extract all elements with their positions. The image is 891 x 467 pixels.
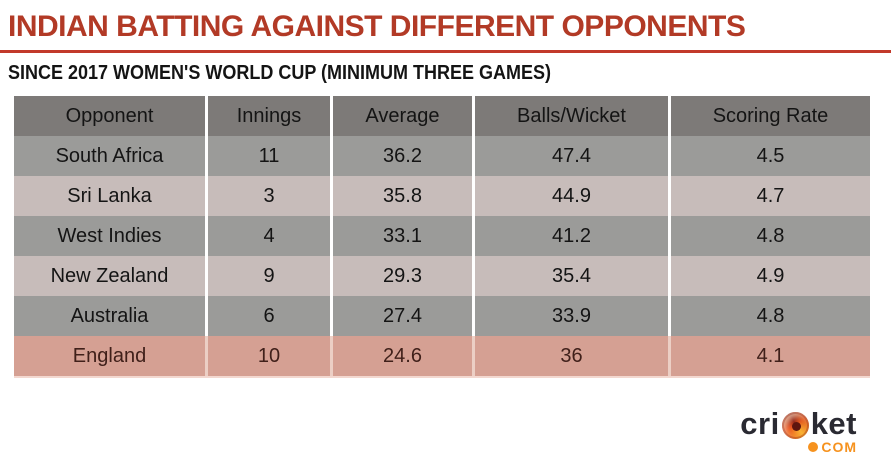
table-row-australia: Australia 6 27.4 33.9 4.8 bbox=[14, 296, 870, 336]
cell-innings: 6 bbox=[205, 296, 330, 336]
table-row-sri-lanka: Sri Lanka 3 35.8 44.9 4.7 bbox=[14, 176, 870, 216]
cell-average: 29.3 bbox=[330, 256, 472, 296]
cell-average: 33.1 bbox=[330, 216, 472, 256]
column-header-opponent: Opponent bbox=[65, 104, 154, 127]
cell-opponent: Sri Lanka bbox=[67, 184, 152, 207]
logo-domain: COM bbox=[740, 439, 857, 455]
cell-scoring-rate: 4.9 bbox=[668, 256, 870, 296]
cell-innings: 11 bbox=[205, 136, 330, 176]
cell-balls-wicket: 36 bbox=[472, 336, 668, 376]
cell-innings: 4 bbox=[205, 216, 330, 256]
cell-opponent: New Zealand bbox=[50, 264, 169, 287]
cell-scoring-rate: 4.8 bbox=[668, 296, 870, 336]
table-header-row: Opponent Innings Average Balls/Wicket Sc… bbox=[14, 96, 870, 136]
cell-scoring-rate: 4.7 bbox=[668, 176, 870, 216]
title-divider bbox=[0, 50, 891, 53]
orange-dot-icon bbox=[808, 442, 819, 452]
column-header-balls-wicket: Balls/Wicket bbox=[472, 96, 668, 136]
table-row-england-highlighted: England 10 24.6 36 4.1 bbox=[14, 336, 870, 376]
page-subtitle: SINCE 2017 WOMEN'S WORLD CUP (MINIMUM TH… bbox=[8, 62, 551, 84]
column-header-average: Average bbox=[330, 96, 472, 136]
cell-scoring-rate: 4.8 bbox=[668, 216, 870, 256]
logo-text-prefix: cri bbox=[740, 406, 780, 441]
page-title: INDIAN BATTING AGAINST DIFFERENT OPPONEN… bbox=[8, 10, 746, 43]
logo-tld: COM bbox=[821, 439, 857, 455]
column-header-innings: Innings bbox=[205, 96, 330, 136]
cell-opponent: South Africa bbox=[55, 144, 164, 167]
cell-scoring-rate: 4.1 bbox=[668, 336, 870, 376]
cell-scoring-rate: 4.5 bbox=[668, 136, 870, 176]
logo-wordmark: cri ket bbox=[740, 408, 857, 440]
cell-innings: 9 bbox=[205, 256, 330, 296]
cell-balls-wicket: 41.2 bbox=[472, 216, 668, 256]
cell-balls-wicket: 44.9 bbox=[472, 176, 668, 216]
cell-balls-wicket: 33.9 bbox=[472, 296, 668, 336]
cricket-ball-icon bbox=[781, 411, 809, 439]
cell-balls-wicket: 47.4 bbox=[472, 136, 668, 176]
stats-table: Opponent Innings Average Balls/Wicket Sc… bbox=[14, 96, 870, 378]
cell-average: 35.8 bbox=[330, 176, 472, 216]
column-header-scoring-rate: Scoring Rate bbox=[668, 96, 870, 136]
cell-innings: 3 bbox=[205, 176, 330, 216]
table-row-south-africa: South Africa 11 36.2 47.4 4.5 bbox=[14, 136, 870, 176]
logo-text-suffix: ket bbox=[810, 406, 857, 441]
table-row-west-indies: West Indies 4 33.1 41.2 4.8 bbox=[14, 216, 870, 256]
cell-innings: 10 bbox=[205, 336, 330, 376]
table-row-new-zealand: New Zealand 9 29.3 35.4 4.9 bbox=[14, 256, 870, 296]
cricket-com-logo: cri ket COM bbox=[740, 408, 857, 456]
cell-balls-wicket: 35.4 bbox=[472, 256, 668, 296]
cell-average: 24.6 bbox=[330, 336, 472, 376]
cell-average: 27.4 bbox=[330, 296, 472, 336]
cell-opponent: West Indies bbox=[57, 224, 162, 247]
cell-opponent: Australia bbox=[70, 304, 149, 327]
cell-average: 36.2 bbox=[330, 136, 472, 176]
cell-opponent: England bbox=[72, 344, 147, 367]
